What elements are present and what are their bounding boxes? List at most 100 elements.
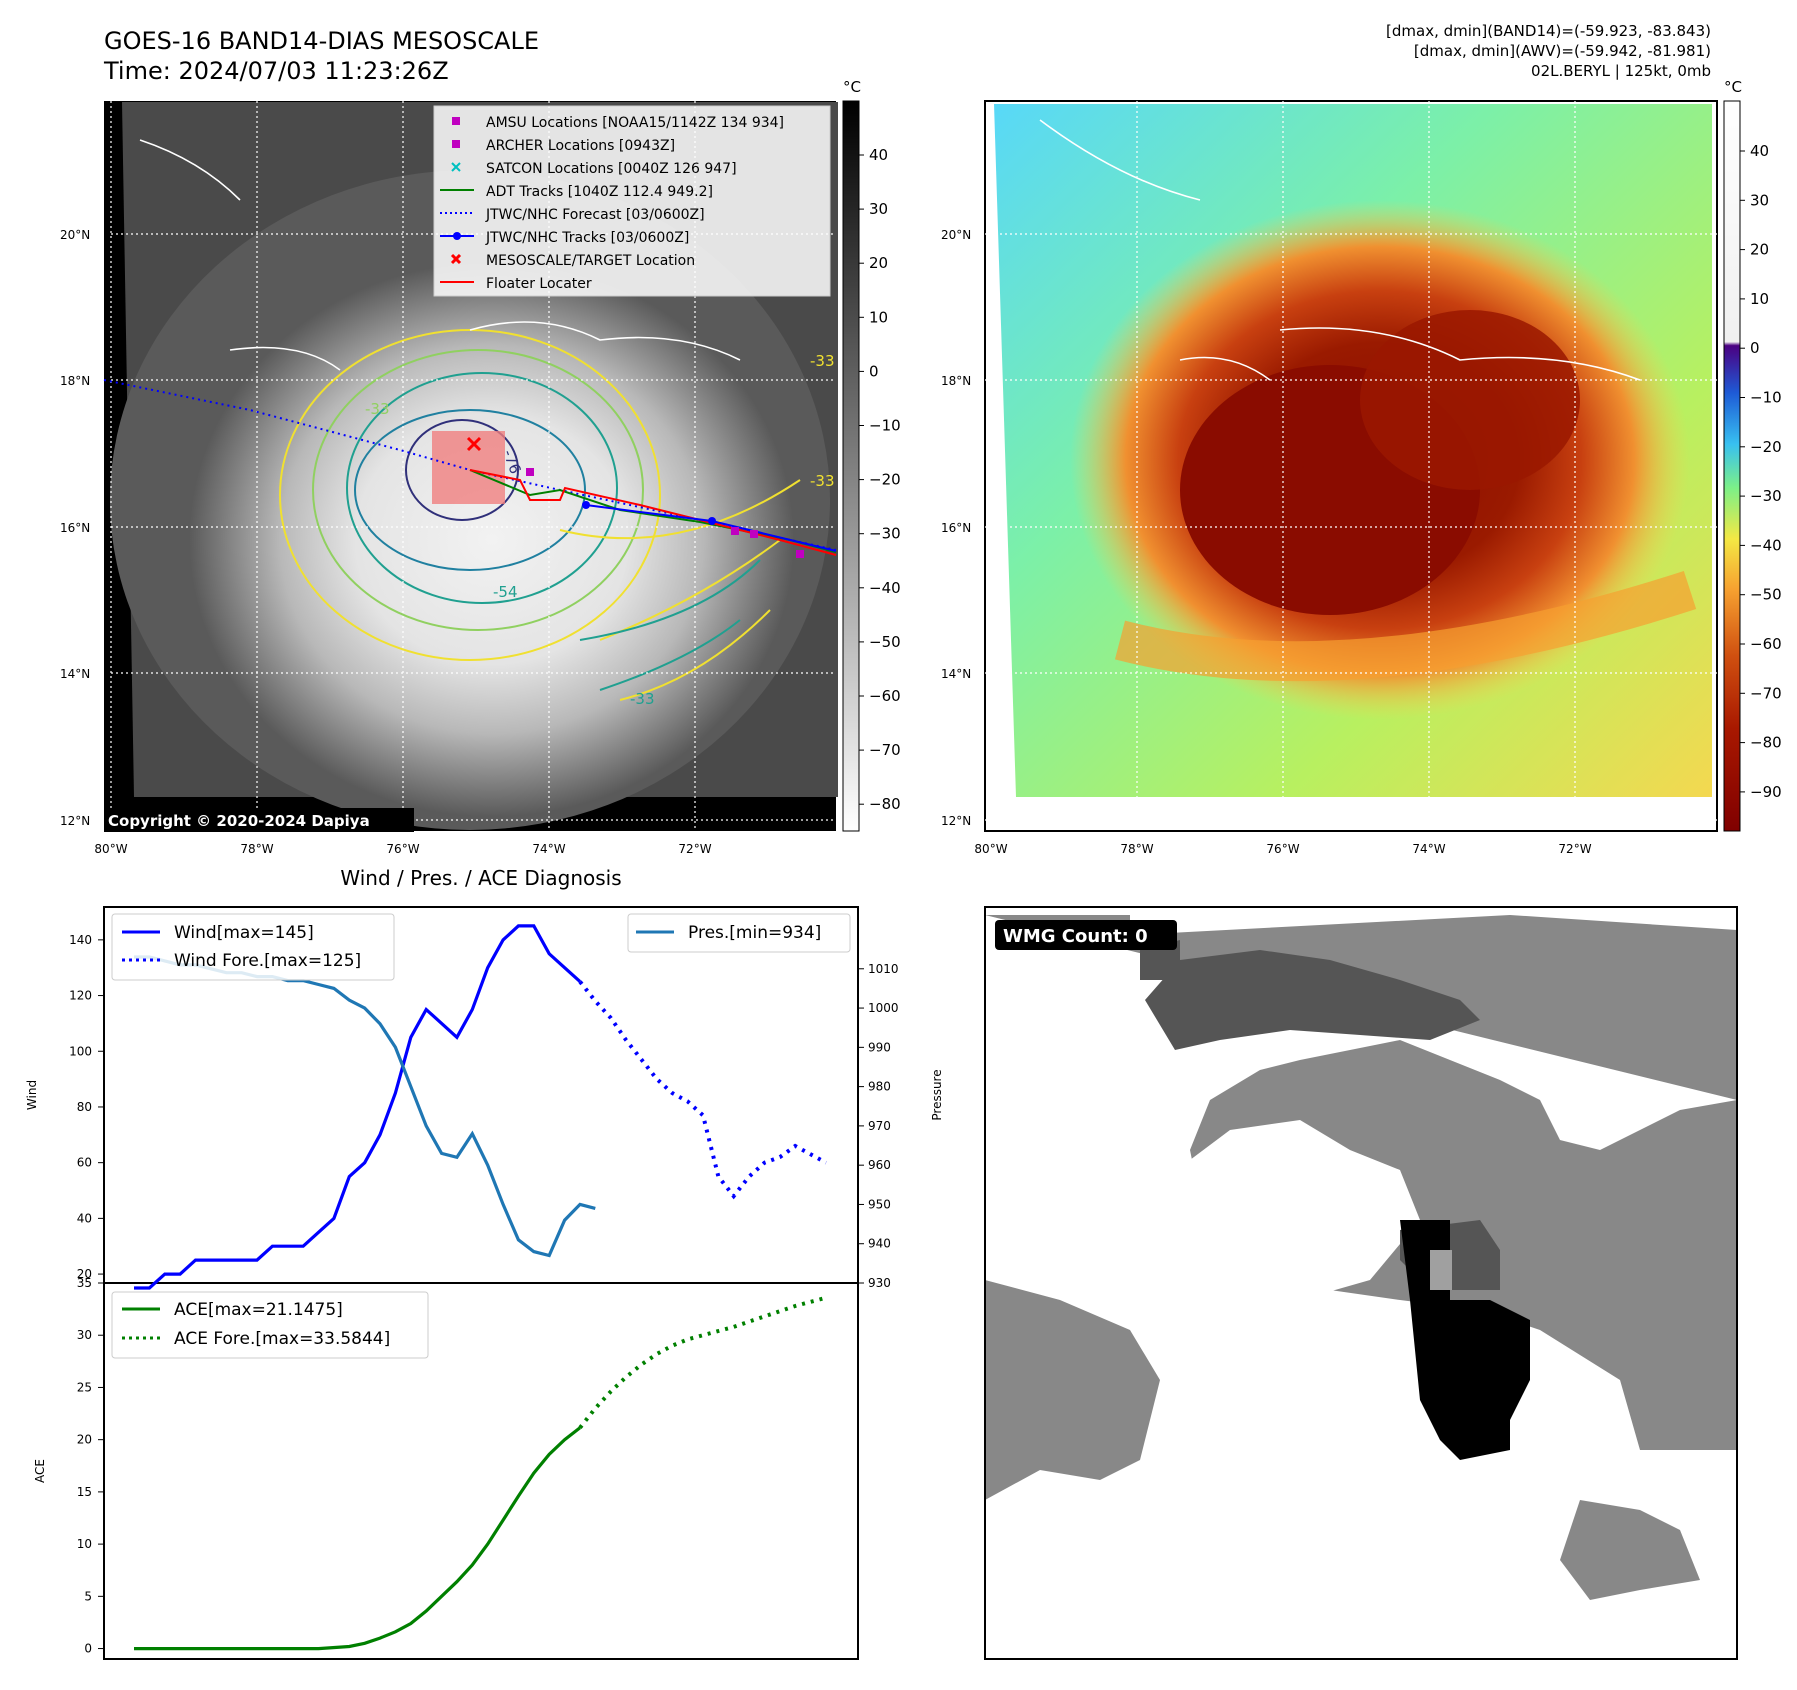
legend-symbol-dot bbox=[453, 232, 461, 240]
colorbar-tick-label: 30 bbox=[1750, 191, 1769, 209]
pressure-legend: Pres.[min=934] bbox=[627, 913, 851, 953]
wind-legend: Wind[max=145] Wind Fore.[max=125] bbox=[111, 913, 395, 981]
ace-ytick-label: 5 bbox=[84, 1589, 92, 1603]
pressure-ytick-label: 980 bbox=[868, 1080, 891, 1094]
contour-band-teal bbox=[579, 559, 761, 691]
ace-ytick-label: 30 bbox=[77, 1328, 92, 1342]
lon-tick: 74°W bbox=[1412, 842, 1445, 856]
mesoscale-target-box bbox=[432, 431, 505, 504]
stats-band14: [dmax, dmin](BAND14)=(-59.923, -83.843) bbox=[1386, 22, 1711, 40]
contour-inner bbox=[405, 419, 519, 521]
pressure-legend-box bbox=[627, 913, 851, 953]
color-colorbar bbox=[1723, 100, 1741, 832]
colorbar-tick-label: −20 bbox=[869, 471, 901, 489]
color-colorbar-ticks: 40 30 20 10 0 −10 −20 −30 −40 −50 −60 −70 −80 −90 bbox=[1740, 142, 1782, 801]
series-line bbox=[578, 1295, 827, 1429]
contour-teal bbox=[346, 372, 618, 604]
archer-marker bbox=[526, 468, 534, 476]
ace-ytick-label: 15 bbox=[77, 1485, 92, 1499]
lat-tick: 20°N bbox=[60, 228, 90, 242]
lon-tick: 76°W bbox=[1266, 842, 1299, 856]
colorbar-tick-label: −70 bbox=[869, 741, 901, 759]
wind-ylabel: Wind bbox=[25, 1080, 39, 1110]
amsu-marker bbox=[731, 527, 739, 535]
wind-legend-box bbox=[111, 913, 395, 981]
lon-tick: 74°W bbox=[532, 842, 565, 856]
gray-colorbar-ticks: 40 30 20 10 0 −10 −20 −30 −40 −50 −60 −70 −80 bbox=[859, 146, 901, 813]
ace-plot bbox=[134, 1295, 827, 1651]
ir-lat-ticks: 20°N 18°N 16°N 14°N 12°N bbox=[60, 228, 90, 828]
wmg-white-region bbox=[1190, 1120, 1420, 1300]
ace-axes-frame bbox=[103, 1282, 859, 1660]
colorbar-tick-label: 20 bbox=[1750, 241, 1769, 259]
ace-legend-box bbox=[111, 1291, 429, 1359]
lat-tick: 12°N bbox=[941, 814, 971, 828]
contour-blue bbox=[354, 409, 586, 571]
wmg-dark-region bbox=[1145, 950, 1480, 1050]
ace-ytick-label: 35 bbox=[77, 1276, 92, 1290]
legend-label: AMSU Locations [NOAA15/1142Z 134 934] bbox=[486, 115, 784, 131]
legend-label: MESOSCALE/TARGET Location bbox=[486, 253, 695, 269]
colorbar-tick-label: −70 bbox=[1750, 684, 1782, 702]
color-colorbar-unit: °C bbox=[1724, 78, 1742, 96]
pressure-ytick-label: 930 bbox=[868, 1276, 891, 1290]
legend-ace-label: ACE[max=21.1475] bbox=[174, 1300, 343, 1320]
awv-gridlines bbox=[985, 101, 1717, 831]
contour-label: -54 bbox=[493, 583, 518, 601]
wind-ytick-label: 40 bbox=[77, 1211, 92, 1225]
pressure-yticks: 930 940 950 960 970 980 990 1000 1010 bbox=[858, 962, 899, 1290]
awv-coastline bbox=[1039, 119, 1641, 381]
diagnosis-title: Wind / Pres. / ACE Diagnosis bbox=[340, 866, 621, 890]
wind-ytick-label: 100 bbox=[69, 1044, 92, 1058]
pressure-ytick-label: 950 bbox=[868, 1197, 891, 1211]
colorbar-tick-label: −30 bbox=[869, 525, 901, 543]
contour-lightgreen bbox=[312, 349, 644, 631]
figure-time: Time: 2024/07/03 11:23:26Z bbox=[104, 57, 449, 85]
lat-tick: 16°N bbox=[941, 521, 971, 535]
amsu-marker bbox=[796, 550, 804, 558]
legend-symbol-x bbox=[451, 162, 461, 172]
colorbar-tick-label: −40 bbox=[869, 579, 901, 597]
pressure-ytick-label: 970 bbox=[868, 1119, 891, 1133]
colorbar-tick-label: −50 bbox=[869, 633, 901, 651]
colorbar-tick-label: −30 bbox=[1750, 487, 1782, 505]
diagnosis-panel: Wind / Pres. / ACE Diagnosis Wind Pressu… bbox=[25, 866, 944, 1660]
lat-tick: 12°N bbox=[60, 814, 90, 828]
colorbar-tick-label: 10 bbox=[1750, 290, 1769, 308]
awv-lon-ticks: 80°W 78°W 76°W 74°W 72°W bbox=[974, 842, 1591, 856]
colorbar-tick-label: 0 bbox=[869, 362, 879, 380]
lat-tick: 14°N bbox=[941, 667, 971, 681]
series-line bbox=[134, 924, 582, 1290]
colorbar-tick-label: −80 bbox=[1750, 734, 1782, 752]
lat-tick: 18°N bbox=[60, 374, 90, 388]
legend-wind-fore-label: Wind Fore.[max=125] bbox=[174, 951, 361, 971]
contour-label: -33 bbox=[810, 472, 835, 490]
colorbar-tick-label: −40 bbox=[1750, 536, 1782, 554]
ir-lon-ticks: 80°W 78°W 76°W 74°W 72°W bbox=[94, 842, 711, 856]
wind-yticks: 20 40 60 80 100 120 140 bbox=[69, 933, 104, 1281]
legend-wind-label: Wind[max=145] bbox=[174, 923, 314, 943]
track-point bbox=[708, 517, 716, 525]
colorbar-tick-label: 20 bbox=[869, 254, 888, 272]
wmg-count-label: WMG Count: 0 bbox=[1003, 926, 1148, 947]
contour-label: -33 bbox=[630, 690, 655, 708]
pressure-ytick-label: 1010 bbox=[868, 962, 899, 976]
colorbar-tick-label: −90 bbox=[1750, 783, 1782, 801]
wmg-gray-region bbox=[985, 1280, 1160, 1500]
contour-label: -33 bbox=[810, 352, 835, 370]
lat-tick: 14°N bbox=[60, 667, 90, 681]
legend-pres-label: Pres.[min=934] bbox=[688, 923, 821, 943]
colorbar-tick-label: 40 bbox=[1750, 142, 1769, 160]
wmg-white-region bbox=[1020, 1090, 1080, 1140]
wmg-count-badge bbox=[995, 920, 1177, 950]
awv-lat-ticks: 20°N 18°N 16°N 14°N 12°N bbox=[941, 228, 971, 828]
colorbar-tick-label: 10 bbox=[869, 308, 888, 326]
legend-symbol-square bbox=[452, 140, 460, 148]
legend-label: ARCHER Locations [0943Z] bbox=[486, 138, 675, 154]
ir-map-panel: -76 -54 -33 -33 -33 -33 Copyright © 2020… bbox=[60, 78, 901, 856]
ace-ytick-label: 20 bbox=[77, 1433, 92, 1447]
wind-ytick-label: 80 bbox=[77, 1100, 92, 1114]
colorbar-tick-label: −50 bbox=[1750, 586, 1782, 604]
wind-ytick-label: 120 bbox=[69, 989, 92, 1003]
